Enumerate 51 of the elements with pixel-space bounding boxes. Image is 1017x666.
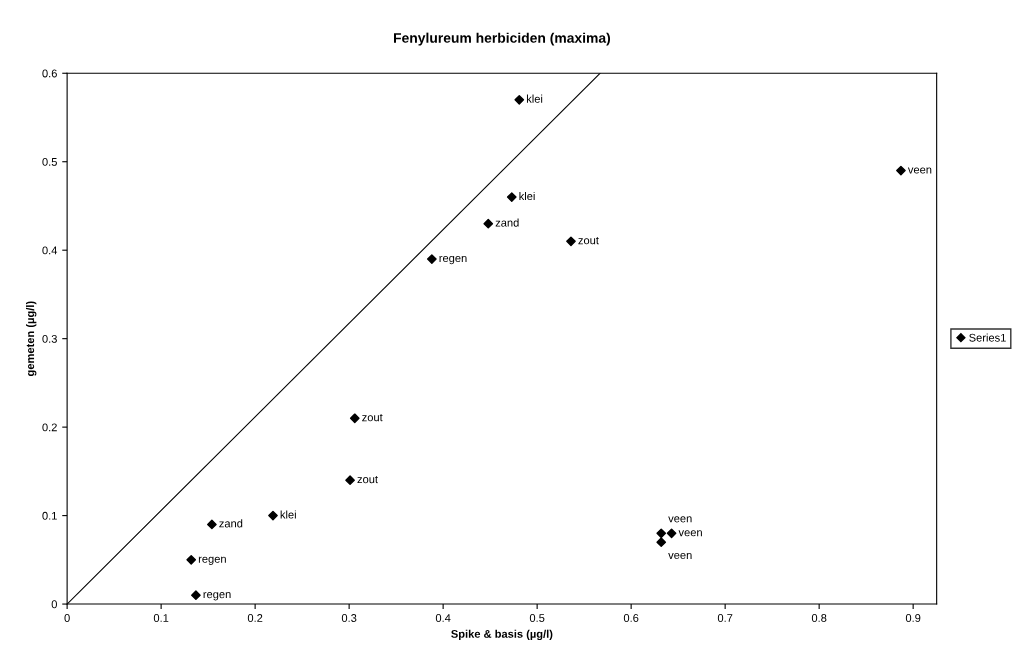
- annotation: regen: [439, 255, 467, 265]
- point: [656, 537, 667, 547]
- annotation: zand: [495, 218, 519, 227]
- y-tick-label: 0.5: [42, 157, 57, 166]
- x-tick-label: 0.6: [623, 614, 639, 622]
- x-tick-label: 0.7: [717, 614, 733, 622]
- annotation: klei: [526, 94, 543, 103]
- annotation: veen: [907, 167, 932, 174]
- point: [345, 475, 355, 486]
- point: [207, 519, 217, 530]
- y-tick-label: 0.6: [42, 69, 57, 78]
- point: [656, 528, 667, 539]
- point: [186, 554, 197, 565]
- point: [896, 165, 906, 176]
- annotation: veen: [678, 530, 702, 537]
- x-tick-label: 0.1: [153, 614, 169, 622]
- point: [666, 528, 677, 539]
- x-tick-label: 0: [64, 614, 70, 622]
- annotation: zout: [578, 237, 599, 245]
- y-tick-label: 0: [51, 600, 57, 609]
- x-axis-title: Spike & basis (µg/l): [451, 629, 553, 641]
- y-tick-label: 0.4: [42, 246, 58, 255]
- annotation: veen: [668, 552, 692, 560]
- point: [426, 254, 437, 264]
- y-tick-label: 0.1: [42, 511, 57, 520]
- y-tick-label: 0.2: [42, 423, 57, 432]
- x-tick-label: 0.4: [435, 614, 451, 622]
- x-tick-label: 0.8: [811, 614, 827, 622]
- annotation: zand: [219, 519, 243, 528]
- x-tick-label: 0.3: [341, 614, 357, 622]
- x-tick-label: 0.9: [905, 614, 921, 622]
- point: [483, 218, 494, 229]
- point: [268, 510, 278, 521]
- point: [191, 590, 201, 601]
- annotation: klei: [280, 510, 296, 519]
- y-axis-title: gemeten (µg/l): [25, 301, 37, 376]
- annotation: klei: [519, 191, 535, 201]
- annotation: zout: [362, 413, 383, 422]
- point: [349, 413, 360, 424]
- chart-title: Fenylureum herbiciden (maxima): [394, 32, 611, 46]
- point: [566, 236, 576, 247]
- legend-label: Series1: [969, 333, 1006, 342]
- point: [514, 94, 525, 105]
- annotation: zout: [357, 475, 378, 484]
- point: [506, 192, 517, 202]
- annotation: regen: [198, 556, 226, 566]
- x-tick-label: 0.2: [247, 614, 263, 622]
- x-tick-label: 0.5: [529, 614, 545, 622]
- y-tick-label: 0.3: [42, 334, 57, 343]
- annotation: regen: [203, 592, 231, 601]
- annotation: veen: [668, 516, 692, 523]
